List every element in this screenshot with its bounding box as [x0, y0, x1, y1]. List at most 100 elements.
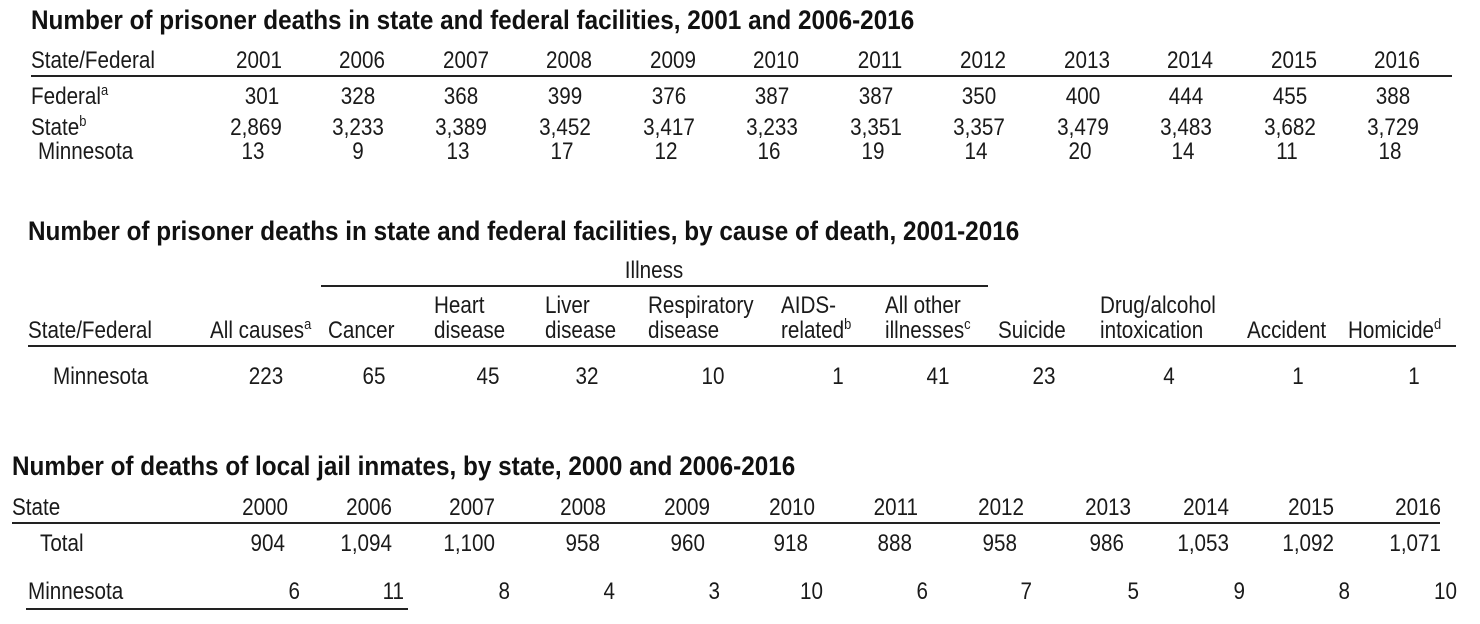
table-2-title: Number of prisoner deaths in state and f… — [28, 216, 1020, 246]
table-2-cell: 1 — [1408, 363, 1420, 390]
table-3-cell: 4 — [603, 578, 615, 605]
table-1-cell: 14 — [964, 138, 988, 165]
table-3-row-label: Minnesota — [28, 578, 124, 605]
minnesota-underline — [26, 608, 408, 610]
table-3-year-header: 2009 — [664, 494, 710, 521]
table-3-cell: 1,071 — [1389, 530, 1441, 557]
table-3-year-header: 2012 — [978, 494, 1024, 521]
table-3-cell: 960 — [670, 530, 705, 557]
table-2-corner-header: State/Federal — [28, 317, 152, 344]
table-3-cell: 11 — [382, 578, 404, 605]
table-3-cell: 904 — [250, 530, 285, 557]
table-1-year-header: 2010 — [753, 47, 799, 74]
table-3-year-header: 2007 — [449, 494, 495, 521]
table-2-column-header: disease — [648, 317, 720, 344]
table-1-year-header: 2013 — [1064, 47, 1110, 74]
table-3-header-rule — [12, 522, 1440, 524]
table-3-cell: 986 — [1089, 530, 1124, 557]
table-2-cell: 45 — [476, 363, 500, 390]
table-3-cell: 958 — [982, 530, 1017, 557]
table-3-cell: 1,092 — [1282, 530, 1334, 557]
table-3-year-header: 2006 — [346, 494, 392, 521]
table-1-cell: 387 — [754, 83, 790, 110]
table-1-cell: 376 — [651, 83, 687, 110]
table-2-cell: 1 — [832, 363, 844, 390]
table-2-column-header: Drug/alcohol — [1100, 292, 1216, 319]
table-1-cell: 301 — [244, 83, 280, 110]
table-2-column-header: Heart — [434, 292, 485, 319]
table-2-column-header: Homicided — [1348, 316, 1442, 344]
table-2-column-header: disease — [545, 317, 617, 344]
table-1-cell: 14 — [1171, 138, 1195, 165]
table-3-cell: 1,100 — [443, 530, 495, 557]
table-2-column-header: relatedb — [781, 316, 852, 344]
table-1-cell: 387 — [858, 83, 894, 110]
table-3-cell: 8 — [498, 578, 510, 605]
table-1-cell: 19 — [861, 138, 885, 165]
table-1-cell: 3,389 — [435, 114, 487, 141]
table-2-column-header: All other — [885, 292, 961, 319]
table-1-cell: 3,682 — [1264, 114, 1316, 141]
table-1-year-header: 2007 — [443, 47, 489, 74]
table-2-row-label: Minnesota — [53, 363, 149, 390]
table-3-cell: 10 — [1434, 578, 1457, 605]
table-3-cell: 958 — [565, 530, 600, 557]
table-1-corner-header: State/Federal — [31, 47, 155, 74]
table-1-cell: 2,869 — [230, 114, 282, 141]
table-2-cell: 65 — [362, 363, 386, 390]
table-1-cell: 444 — [1168, 83, 1204, 110]
table-2-cell: 32 — [575, 363, 599, 390]
table-2-column-header: Suicide — [998, 317, 1066, 344]
table-2-group-header: Illness — [624, 257, 684, 284]
table-3-year-header: 2013 — [1085, 494, 1131, 521]
table-1-year-header: 2011 — [857, 47, 903, 74]
table-3-year-header: 2014 — [1183, 494, 1229, 521]
table-1-cell: 455 — [1272, 83, 1308, 110]
table-1-year-header: 2001 — [236, 47, 282, 74]
table-3-cell: 10 — [800, 578, 823, 605]
table-1-cell: 328 — [340, 83, 376, 110]
table-1-year-header: 2009 — [650, 47, 696, 74]
table-1-year-header: 2016 — [1374, 47, 1420, 74]
table-1-cell: 3,479 — [1057, 114, 1109, 141]
table-2-column-header: AIDS- — [781, 292, 837, 319]
table-2-cell: 223 — [248, 363, 284, 390]
table-1-cell: 9 — [352, 138, 364, 165]
table-1-year-header: 2015 — [1271, 47, 1317, 74]
table-1-cell: 20 — [1068, 138, 1092, 165]
table-2-cell: 23 — [1032, 363, 1056, 390]
table-3-year-header: 2008 — [560, 494, 606, 521]
table-3-year-header: 2016 — [1395, 494, 1441, 521]
table-2-column-header: intoxication — [1100, 317, 1204, 344]
table-3-corner-header: State — [12, 494, 61, 521]
table-2-column-header: illnessesc — [885, 316, 971, 344]
table-2-column-header: disease — [434, 317, 506, 344]
table-2-column-header: Respiratory — [648, 292, 754, 319]
table-2-cell: 41 — [926, 363, 950, 390]
table-2-group-rule — [321, 285, 988, 287]
table-3-title: Number of deaths of local jail inmates, … — [12, 451, 796, 481]
table-2-column-header: Liver — [545, 292, 590, 319]
table-1-cell: 350 — [961, 83, 997, 110]
table-1-year-header: 2006 — [339, 47, 385, 74]
table-1-cell: 3,417 — [643, 114, 695, 141]
table-3-row-label: Total — [40, 530, 84, 557]
table-1-header-rule — [31, 75, 1452, 77]
table-1-row-label: Stateb — [31, 113, 87, 141]
table-1-cell: 388 — [1375, 83, 1411, 110]
table-1-cell: 18 — [1378, 138, 1402, 165]
table-1-cell: 3,233 — [746, 114, 798, 141]
table-3-cell: 1,094 — [340, 530, 392, 557]
table-3-cell: 918 — [773, 530, 808, 557]
table-1-cell: 11 — [1276, 138, 1298, 165]
table-1-cell: 3,452 — [539, 114, 591, 141]
table-1-cell: 3,483 — [1160, 114, 1212, 141]
table-2-column-header: Cancer — [328, 317, 395, 344]
table-3-cell: 6 — [916, 578, 928, 605]
table-1-cell: 13 — [241, 138, 265, 165]
table-2-cell: 4 — [1163, 363, 1175, 390]
table-3-year-header: 2010 — [769, 494, 815, 521]
table-3-year-header: 2000 — [242, 494, 288, 521]
table-1-cell: 17 — [550, 138, 574, 165]
table-3-cell: 5 — [1127, 578, 1139, 605]
